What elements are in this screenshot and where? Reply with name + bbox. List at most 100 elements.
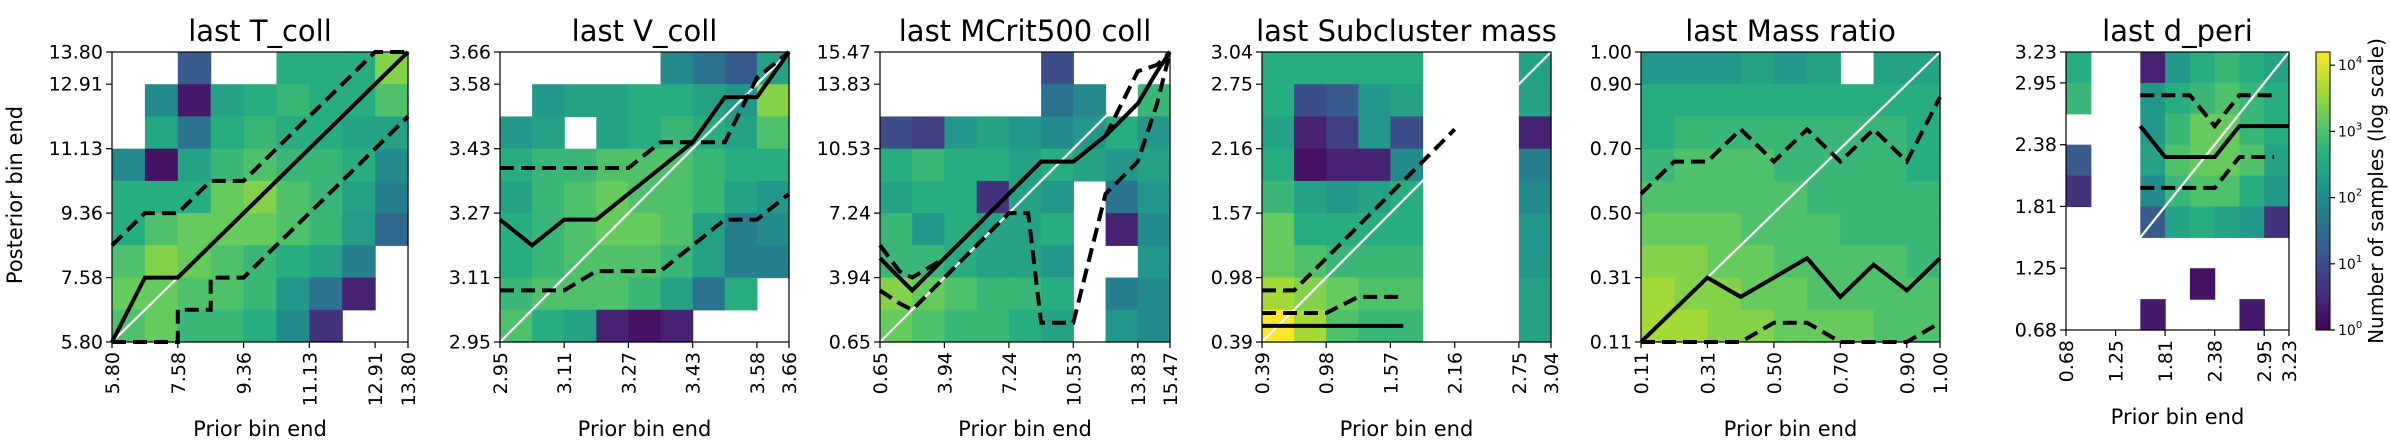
- heatmap-cell: [2140, 299, 2166, 331]
- heatmap-cell: [1518, 148, 1552, 182]
- heatmap-cell: [500, 245, 533, 279]
- x-tick-label: 2.95: [2254, 340, 2276, 382]
- heatmap-cell: [2239, 299, 2265, 331]
- lower-quantile-line: [878, 51, 1172, 325]
- colorbar-tick-label: 100: [2338, 320, 2362, 339]
- heatmap-cell: [1294, 180, 1327, 214]
- heatmap-cell: [210, 277, 245, 311]
- heatmap-cell: [1807, 180, 1841, 214]
- heatmap-cell: [564, 277, 597, 311]
- heatmap-cell: [342, 180, 376, 214]
- heatmap-cell: [912, 309, 946, 343]
- heatmap-cell: [1906, 180, 1941, 214]
- x-tick-label: 13.80: [398, 352, 420, 406]
- identity-line: [2065, 51, 2290, 331]
- heatmap-cell: [276, 309, 310, 343]
- heatmap-cell: [1326, 180, 1359, 214]
- y-tick-label: 2.75: [1211, 74, 1253, 96]
- y-tick-label: 3.23: [2015, 42, 2057, 64]
- x-tick-label: 13.83: [1128, 352, 1150, 406]
- heatmap-cell: [1840, 84, 1875, 118]
- heatmap-cell: [912, 148, 946, 182]
- heatmap-cell: [880, 148, 913, 182]
- heatmap-cell: [2264, 144, 2290, 177]
- heatmap-cell: [724, 277, 758, 311]
- heatmap-cell: [2165, 113, 2191, 146]
- heatmap-cell: [1105, 277, 1139, 311]
- heatmap-cell: [1358, 116, 1392, 150]
- heatmap-cell: [2264, 206, 2290, 238]
- heatmap-cell: [2239, 175, 2265, 208]
- heatmap-cell: [500, 148, 533, 182]
- heatmap-cell: [628, 213, 662, 246]
- heatmap-cell: [1707, 116, 1742, 150]
- y-tick-label: 0.31: [1590, 267, 1632, 289]
- heatmap-cell: [1294, 52, 1327, 85]
- heatmap-cell: [1773, 213, 1808, 246]
- heatmap-cell: [276, 245, 310, 279]
- panel-title: last T_coll: [188, 14, 332, 48]
- heatmap-cell: [375, 213, 409, 246]
- heatmap-cell: [1358, 245, 1392, 279]
- heatmap-cell: [1518, 309, 1552, 343]
- heatmap-cell: [1358, 180, 1392, 214]
- y-axis-label: Posterior bin end: [3, 106, 27, 284]
- heatmap-cell: [596, 245, 630, 279]
- y-tick-label: 0.39: [1211, 332, 1253, 354]
- heatmap-cell: [375, 180, 409, 214]
- heatmap-cell: [596, 148, 630, 182]
- lower-quantile-line: [500, 192, 791, 293]
- panel-title: last Subcluster mass: [1256, 14, 1557, 48]
- x-tick-label: 2.95: [490, 352, 512, 394]
- heatmap-cell: [1262, 52, 1295, 85]
- x-axis-label: Prior bin end: [958, 417, 1092, 441]
- heatmap-cell: [628, 277, 662, 311]
- y-tick-label: 13.83: [817, 74, 871, 96]
- heatmap-cell: [1807, 213, 1841, 246]
- axes-frame: [1640, 51, 1941, 343]
- heatmap-cell: [276, 84, 310, 118]
- heatmap-cell: [596, 277, 630, 311]
- heatmap-cell: [177, 116, 212, 150]
- median-line: [498, 50, 791, 248]
- heatmap-cell: [596, 84, 630, 118]
- heatmap-cell: [1518, 84, 1552, 118]
- colorbar-tick-label: 104: [2338, 55, 2362, 74]
- heatmap-cell: [1518, 277, 1552, 311]
- heatmap-cell: [1840, 309, 1875, 343]
- heatmap-cell: [1740, 52, 1775, 85]
- heatmap-cell: [1906, 213, 1941, 246]
- heatmap-cell: [532, 148, 565, 182]
- x-tick-label: 1.00: [1930, 352, 1952, 394]
- heatmap-cell: [112, 148, 146, 182]
- heatmap-cell: [1773, 52, 1808, 85]
- heatmap-cell: [628, 116, 662, 150]
- heatmap-cell: [243, 116, 278, 150]
- heatmap-cell: [342, 116, 376, 150]
- heatmap-cell: [2140, 144, 2166, 177]
- y-tick-label: 0.98: [1211, 267, 1253, 289]
- heatmap-cell: [177, 84, 212, 118]
- heatmap-cell: [1041, 245, 1074, 279]
- heatmap-cell: [210, 84, 245, 118]
- heatmap-cell: [375, 84, 409, 118]
- heatmap-cell: [1041, 277, 1074, 311]
- median-line: [110, 50, 410, 343]
- heatmap-cell: [2189, 268, 2216, 300]
- heatmap-cell: [596, 309, 630, 343]
- heatmap-cell: [177, 277, 212, 311]
- heatmap-cell: [144, 116, 179, 150]
- heatmap-cell: [342, 245, 376, 279]
- heatmap-cell: [692, 245, 726, 279]
- x-tick-label: 0.39: [1252, 352, 1274, 394]
- heatmap-cell: [243, 213, 278, 246]
- lower-quantile-line: [2140, 155, 2275, 190]
- x-tick-label: 5.80: [102, 352, 124, 394]
- colorbar-tick-label: 103: [2338, 121, 2362, 140]
- y-tick-label: 10.53: [817, 138, 871, 160]
- x-tick-label: 3.04: [1541, 352, 1563, 394]
- colorbar-gradient: [2315, 51, 2331, 331]
- heatmap-cell: [1840, 148, 1875, 182]
- heatmap-cell: [1674, 309, 1709, 343]
- heatmap-cell: [2189, 52, 2216, 84]
